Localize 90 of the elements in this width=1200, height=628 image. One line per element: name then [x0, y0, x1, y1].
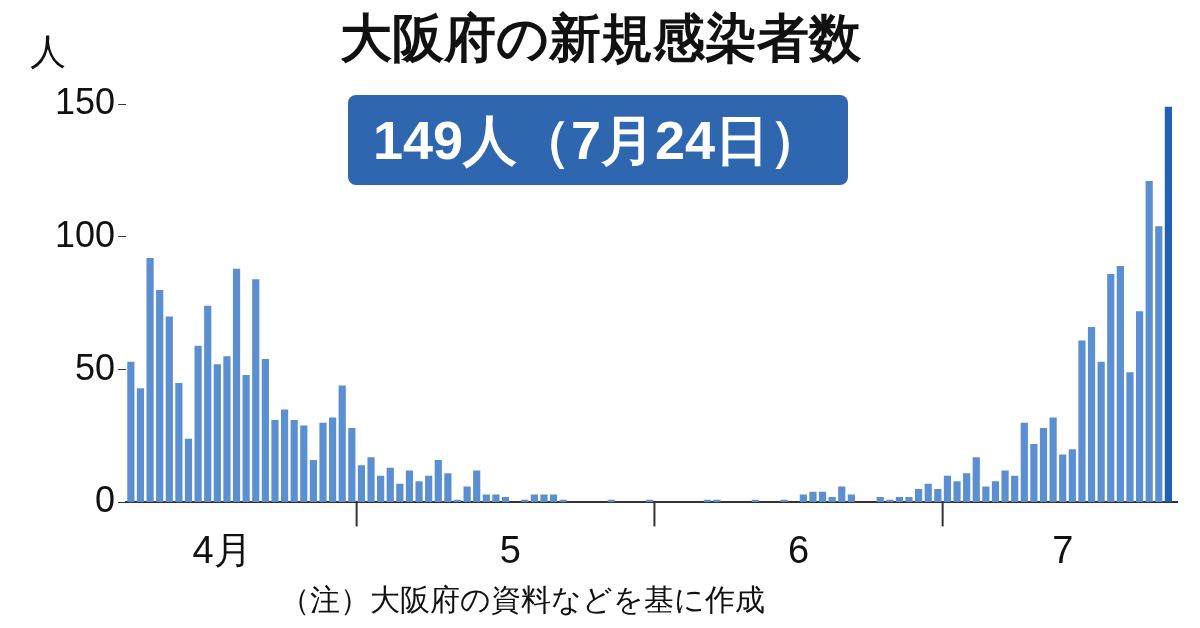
- bar: [175, 382, 183, 502]
- bar: [953, 481, 961, 502]
- bar: [300, 425, 308, 502]
- y-tick-label: 100: [54, 213, 116, 255]
- bar: [530, 494, 538, 502]
- x-tick-label: 7: [1052, 528, 1074, 571]
- bar: [329, 417, 337, 502]
- bar: [818, 491, 827, 502]
- y-tick-label: 150: [54, 80, 116, 122]
- bar: [396, 483, 404, 502]
- bar: [252, 279, 260, 502]
- bar: [915, 489, 923, 502]
- bar: [809, 491, 817, 502]
- bar: [799, 494, 807, 502]
- bar: [838, 486, 846, 502]
- bar: [1087, 327, 1096, 502]
- bar: [348, 428, 356, 502]
- x-tick-label: 4月: [192, 528, 252, 571]
- bar: [1126, 372, 1134, 502]
- bar: [127, 361, 135, 502]
- bar: [963, 473, 971, 502]
- bar: [1020, 422, 1028, 502]
- bar: [1011, 475, 1019, 502]
- bar: [1078, 340, 1086, 502]
- bar: [213, 364, 221, 502]
- bar: [290, 420, 298, 502]
- bar: [905, 497, 913, 502]
- bar: [828, 497, 836, 502]
- bar: [184, 438, 193, 502]
- bar: [1107, 273, 1115, 502]
- x-tick-label: 6: [787, 528, 810, 571]
- bar: [261, 358, 269, 502]
- bar: [895, 497, 904, 502]
- bar: [1059, 454, 1067, 502]
- chart-title: 大阪府の新規感染者数: [339, 9, 861, 67]
- bar: [319, 422, 327, 502]
- bar: [357, 465, 366, 502]
- bar: [492, 494, 500, 502]
- bar: [1049, 417, 1057, 502]
- bar: [338, 385, 346, 502]
- bar: [280, 409, 289, 502]
- bar: [934, 489, 942, 502]
- bar: [1001, 470, 1009, 502]
- bar: [991, 481, 1000, 502]
- y-tick-label: 0: [95, 479, 116, 521]
- bar: [425, 475, 433, 502]
- bar: [1068, 449, 1076, 502]
- bar: [982, 486, 990, 502]
- bar: [204, 305, 212, 502]
- y-axis-title: 人: [30, 30, 66, 74]
- bar: [924, 483, 932, 502]
- bar: [444, 473, 452, 502]
- bar: [415, 481, 423, 502]
- bar: [386, 467, 394, 502]
- bar: [194, 345, 202, 502]
- bar: [405, 470, 414, 502]
- bar: [847, 494, 855, 502]
- bar: [1155, 226, 1163, 502]
- bar: [156, 289, 164, 502]
- bar: [473, 470, 481, 502]
- text: （注）大阪府の資料などを基に作成: [280, 582, 765, 618]
- y-tick-label: 50: [75, 346, 116, 388]
- bar: [501, 497, 510, 502]
- bar: [482, 494, 490, 502]
- bar: [309, 459, 317, 502]
- bar: [367, 457, 375, 502]
- bar: [1030, 443, 1038, 502]
- chart-subtitle: 149人（7月24日）: [348, 95, 848, 185]
- bar: [549, 494, 558, 502]
- bar: [136, 388, 145, 502]
- bar: [972, 457, 980, 502]
- bar: [1097, 361, 1105, 502]
- bar: [1145, 181, 1153, 502]
- bar: [232, 268, 241, 502]
- bar: [377, 475, 385, 502]
- bar: [434, 459, 442, 502]
- bar: [165, 316, 173, 502]
- bar: [876, 497, 884, 502]
- bar: [146, 258, 154, 502]
- x-tick-label: 5: [499, 528, 521, 571]
- bar: [1135, 311, 1144, 502]
- bar: [1039, 428, 1048, 502]
- bar: [1164, 106, 1172, 502]
- bar: [271, 420, 279, 502]
- bar: [463, 486, 471, 502]
- bar: [223, 356, 231, 502]
- bar: [1116, 266, 1124, 502]
- bar: [540, 494, 548, 502]
- bar: [943, 475, 952, 502]
- bar: [242, 374, 250, 502]
